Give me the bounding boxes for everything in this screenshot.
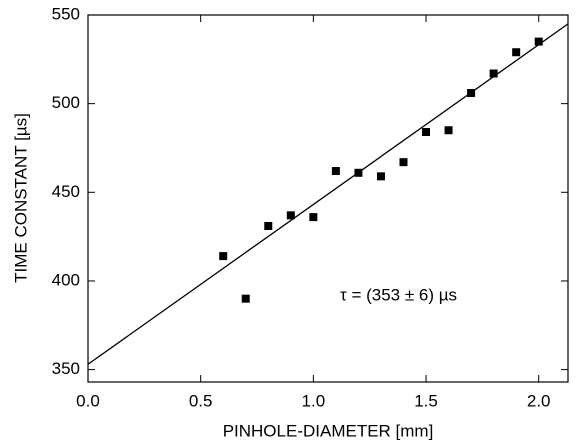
y-tick-label: 450 [52,182,80,201]
y-tick-label: 500 [52,93,80,112]
data-point [399,158,408,167]
data-point [422,128,431,137]
x-tick-label: 1.0 [302,391,326,410]
fit-line [87,23,569,365]
x-tick-label: 2.0 [527,391,551,410]
x-tick-label: 1.5 [414,391,438,410]
x-axis-label: PINHOLE-DIAMETER [mm] [223,421,434,440]
y-tick-label: 400 [52,270,80,289]
y-tick-label: 350 [52,359,80,378]
data-point [219,252,228,261]
data-point [241,294,250,303]
data-point [264,221,273,230]
x-tick-label: 0.5 [189,391,213,410]
data-point [444,126,453,135]
data-point [376,172,385,181]
data-point [309,213,318,222]
data-point [534,37,543,46]
data-point [331,167,340,176]
x-tick-label: 0.0 [76,391,100,410]
data-point [512,48,521,57]
data-point [489,69,498,78]
y-tick-label: 550 [52,4,80,23]
y-axis-label: TIME CONSTANT [µs] [11,113,30,283]
plot-frame [87,14,569,383]
data-point [286,211,295,220]
annotation: τ = (353 ± 6) µs [340,285,457,304]
